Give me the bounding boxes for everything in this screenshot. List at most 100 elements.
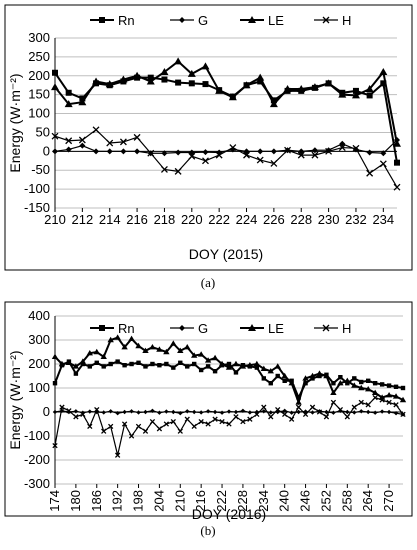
data-point — [72, 363, 80, 369]
data-point — [114, 334, 121, 340]
figure-caption: (b) — [200, 523, 215, 538]
data-point — [160, 68, 169, 75]
data-point — [99, 325, 105, 331]
y-tick-label: 50 — [36, 124, 50, 139]
data-point — [212, 416, 218, 422]
data-point — [316, 370, 323, 376]
data-point — [261, 409, 266, 414]
data-point — [392, 393, 400, 399]
data-point — [129, 361, 134, 367]
series-le — [51, 334, 407, 406]
data-point — [135, 423, 142, 430]
y-tick-label: -100 — [24, 181, 50, 196]
data-point — [64, 100, 73, 108]
data-point — [171, 409, 176, 415]
data-point — [114, 452, 121, 458]
data-point — [225, 364, 233, 370]
data-point — [52, 69, 58, 76]
data-point — [269, 100, 278, 108]
data-point — [248, 16, 256, 23]
y-tick-label: -50 — [31, 162, 50, 177]
data-point — [202, 157, 209, 165]
legend-entry-h: H — [314, 321, 351, 336]
data-point — [66, 408, 72, 414]
data-point — [212, 369, 218, 374]
data-point — [192, 361, 197, 367]
x-tick-label: 216 — [126, 212, 148, 227]
data-point — [311, 151, 319, 159]
data-point — [295, 399, 302, 405]
data-point — [379, 409, 385, 414]
data-point — [345, 409, 350, 415]
x-tick-label: 270 — [381, 490, 396, 512]
data-point — [184, 416, 190, 422]
data-point — [191, 352, 198, 358]
data-point — [284, 146, 292, 154]
data-point — [311, 147, 318, 154]
data-point — [338, 144, 346, 152]
data-point — [345, 381, 350, 386]
data-point — [157, 410, 162, 415]
y-tick-label: 100 — [28, 380, 50, 395]
data-point — [52, 148, 58, 155]
data-point — [316, 409, 323, 415]
data-point — [344, 414, 350, 420]
data-point — [198, 410, 204, 415]
data-point — [386, 399, 392, 406]
x-tick-label: 222 — [214, 490, 229, 512]
data-point — [254, 411, 260, 418]
series-le — [51, 57, 401, 147]
data-point — [302, 375, 309, 381]
data-point — [399, 396, 407, 403]
data-point — [310, 376, 315, 381]
data-point — [366, 378, 371, 383]
data-point — [188, 152, 196, 160]
data-point — [282, 378, 287, 383]
data-point — [297, 85, 306, 92]
y-tick-label: 150 — [28, 87, 50, 102]
data-point — [268, 410, 273, 415]
data-point — [93, 148, 100, 155]
data-point — [94, 360, 99, 365]
data-point — [121, 344, 128, 350]
data-point — [160, 166, 168, 173]
data-point — [107, 336, 114, 343]
data-point — [65, 359, 73, 365]
data-point — [372, 381, 378, 386]
legend-label: H — [342, 13, 351, 28]
legend-label: G — [198, 321, 208, 336]
y-axis-label: Energy (W·m⁻²) — [7, 73, 23, 172]
data-point — [156, 346, 163, 352]
data-point — [80, 361, 86, 367]
data-point — [323, 414, 330, 420]
data-point — [192, 409, 197, 415]
data-point — [120, 148, 127, 155]
data-point — [322, 16, 330, 24]
y-tick-label: 0 — [43, 143, 50, 158]
legend-entry-le: LE — [240, 321, 284, 336]
data-point — [338, 408, 343, 413]
data-point — [379, 382, 385, 387]
x-tick-label: 216 — [193, 490, 208, 512]
data-point — [379, 160, 387, 168]
data-point — [358, 399, 364, 406]
data-point — [400, 385, 406, 391]
data-point — [175, 79, 182, 86]
data-point — [289, 410, 294, 415]
data-point — [296, 395, 301, 400]
data-point — [226, 409, 232, 414]
data-point — [65, 137, 73, 145]
data-point — [174, 167, 182, 175]
x-tick-label: 252 — [318, 490, 333, 512]
data-point — [309, 372, 316, 379]
data-point — [177, 428, 183, 434]
series-h — [52, 394, 406, 458]
chart-b: -300 -200 -100 0 100 200 300 400 174 180 186 192 198… — [4, 301, 413, 538]
x-tick-label: 198 — [131, 490, 146, 512]
data-point — [100, 353, 107, 359]
data-point — [324, 409, 329, 415]
y-tick-label: 250 — [28, 49, 50, 64]
x-tick-label: 186 — [89, 490, 104, 512]
data-point — [256, 73, 265, 81]
